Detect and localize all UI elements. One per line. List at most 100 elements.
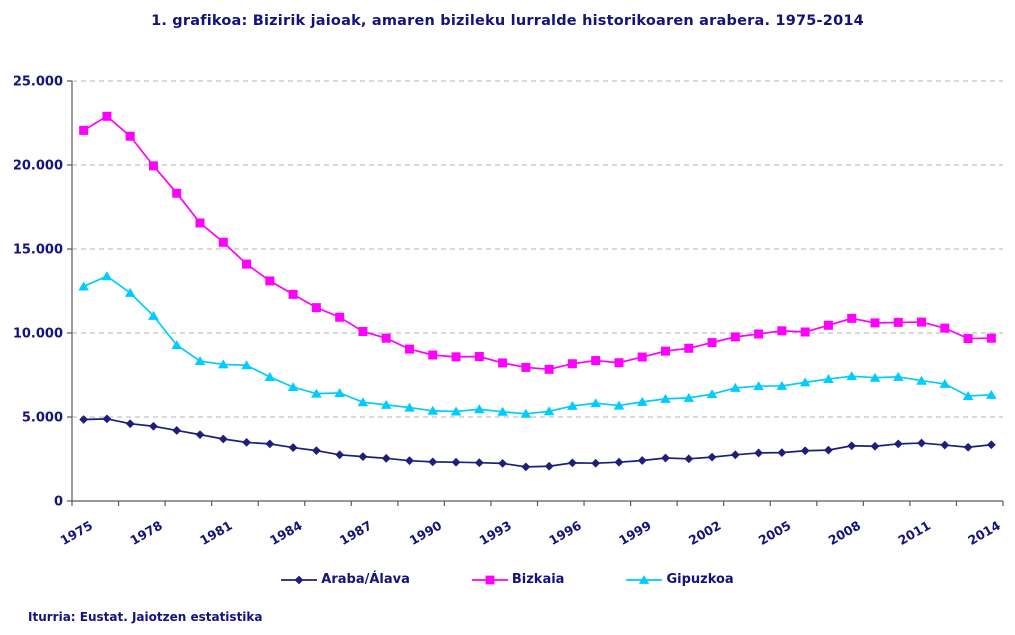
x-tick-label: 1981 [197, 518, 235, 548]
data-point [334, 387, 345, 397]
data-point [451, 352, 461, 362]
data-point [79, 415, 89, 424]
data-point [520, 408, 532, 418]
data-point [847, 441, 857, 451]
data-point [986, 389, 997, 399]
data-point [242, 259, 252, 269]
data-point [847, 313, 857, 323]
data-point [171, 340, 183, 350]
data-point [497, 406, 508, 416]
data-point [543, 406, 555, 416]
data-point [149, 421, 158, 431]
data-point [637, 456, 647, 465]
data-point [777, 448, 787, 458]
data-point [754, 329, 764, 339]
data-point [940, 440, 950, 450]
data-point [799, 377, 811, 387]
data-point [544, 364, 554, 374]
y-tick-label: 0 [54, 495, 63, 510]
data-point [311, 388, 322, 398]
data-point [288, 443, 298, 452]
data-point [404, 344, 414, 354]
data-point [800, 327, 810, 337]
x-tick-label: 2005 [756, 518, 794, 548]
data-point [148, 310, 159, 320]
data-point [485, 575, 495, 584]
data-point [730, 332, 740, 342]
data-point [124, 287, 136, 297]
data-point [567, 400, 578, 410]
data-point [217, 359, 229, 369]
x-tick-label: 1990 [407, 517, 445, 548]
data-point [916, 375, 927, 385]
data-point [590, 398, 601, 408]
data-point [939, 378, 951, 388]
data-point [405, 456, 414, 466]
data-point [498, 458, 507, 468]
data-point [498, 358, 508, 368]
data-point [683, 392, 695, 402]
data-point [893, 317, 903, 327]
data-point [287, 382, 299, 392]
data-point [357, 397, 369, 407]
data-point [636, 396, 648, 406]
data-point [707, 452, 717, 462]
x-tick-label: 1978 [127, 518, 165, 548]
data-point [823, 374, 834, 384]
data-point [846, 371, 858, 381]
data-point [707, 338, 717, 348]
x-tick-label: 1996 [546, 517, 584, 548]
data-point [706, 389, 718, 399]
data-point [79, 125, 89, 135]
data-point [265, 439, 275, 449]
y-tick-label: 20.000 [13, 159, 63, 174]
data-point [101, 271, 113, 281]
data-point [753, 381, 764, 391]
data-point [474, 352, 484, 362]
data-point [613, 400, 625, 410]
data-point [358, 452, 368, 462]
data-point [637, 352, 647, 362]
x-tick-label: 1987 [337, 518, 375, 548]
data-point [684, 454, 694, 464]
data-point [591, 458, 601, 468]
data-point [777, 326, 787, 336]
data-point [567, 359, 577, 369]
data-point [265, 276, 275, 286]
data-point [568, 458, 577, 468]
data-point [428, 457, 438, 467]
data-point [218, 237, 228, 247]
data-point [428, 350, 438, 360]
series-line-arabalava [83, 417, 992, 468]
data-point [917, 317, 927, 327]
x-tick-label: 1984 [267, 517, 305, 548]
data-point [427, 405, 439, 415]
data-point [102, 414, 112, 424]
data-point [264, 372, 276, 382]
legend-item-gipuzkoa: Gipuzkoa [626, 572, 734, 587]
data-point [661, 346, 671, 356]
data-point [474, 458, 484, 468]
data-point [78, 281, 89, 291]
x-tick-label: 2002 [686, 518, 724, 548]
data-point [986, 333, 996, 343]
data-point [521, 362, 531, 372]
data-point [892, 371, 904, 381]
data-point [824, 445, 833, 455]
data-point [639, 574, 650, 584]
data-point [125, 131, 135, 141]
data-point [148, 161, 158, 171]
data-point [800, 446, 810, 456]
data-point [684, 343, 694, 353]
data-point [869, 372, 881, 382]
data-point [776, 380, 788, 390]
data-point [380, 399, 392, 409]
data-point [521, 462, 531, 472]
data-point [661, 453, 670, 463]
data-point [195, 430, 205, 440]
y-tick-label: 25.000 [13, 75, 63, 90]
x-tick-label: 1975 [58, 518, 96, 548]
data-point [823, 320, 833, 330]
data-point [986, 440, 996, 450]
